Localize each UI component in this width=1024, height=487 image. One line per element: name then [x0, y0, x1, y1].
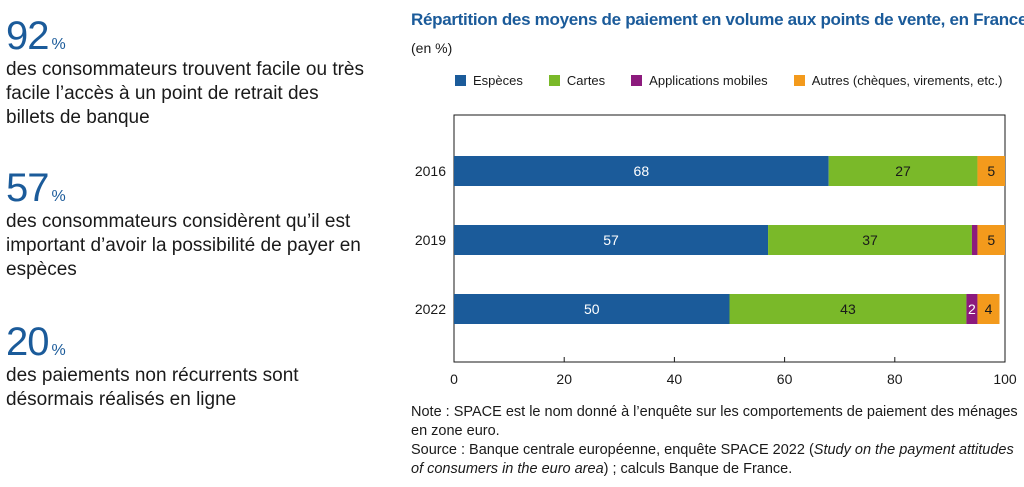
legend-label: Cartes: [566, 73, 606, 88]
stat-value-1: 92%: [6, 16, 366, 56]
stat-description: des paiements non récurrents sont désorm…: [6, 365, 299, 410]
data-label: 57: [603, 232, 619, 248]
stat-unit: %: [51, 188, 66, 205]
data-label: 5: [987, 163, 995, 179]
legend-swatch: [631, 75, 643, 86]
chart-legend: Espèces Cartes Applications mobiles Autr…: [455, 73, 1002, 88]
bar-segment: [454, 225, 769, 255]
source-italic: Study on the payment attitudes of consum…: [411, 442, 1014, 477]
x-tick-label: 0: [450, 371, 458, 387]
x-tick-label: 60: [777, 371, 793, 387]
chart-title: Répartition des moyens de paiement en vo…: [411, 10, 1024, 29]
x-tick-label: 40: [667, 371, 683, 387]
stat-number: 92: [6, 14, 49, 58]
stat-value-2: 57%: [6, 168, 366, 208]
stat-number: 57: [6, 166, 49, 210]
stat-description: des consommateurs trouvent facile ou trè…: [6, 59, 365, 128]
data-label: 5: [987, 232, 995, 248]
data-label: 37: [862, 232, 878, 248]
source-text: Source : Banque centrale européenne, enq…: [411, 441, 1021, 479]
stat-block-1: 92% des consommateurs trouvent facile ou…: [6, 16, 366, 130]
y-tick-label: 2022: [415, 301, 446, 317]
stat-unit: %: [51, 342, 66, 359]
bar-segment: [977, 225, 1005, 255]
source-prefix: Source : Banque centrale européenne, enq…: [411, 442, 814, 458]
x-tick-label: 100: [993, 371, 1017, 387]
legend-swatch: [793, 75, 805, 86]
legend-label: Applications mobiles: [649, 73, 768, 88]
legend-item-cartes: Cartes: [548, 73, 606, 88]
legend-item-autres: Autres (chèques, virements, etc.): [793, 73, 1003, 88]
data-label: 68: [634, 163, 650, 179]
legend-swatch: [548, 75, 560, 86]
legend-label: Autres (chèques, virements, etc.): [811, 73, 1003, 88]
stat-value-3: 20%: [6, 322, 366, 362]
x-tick-label: 80: [887, 371, 903, 387]
bar-segment: [454, 156, 829, 186]
legend-item-applications-mobiles: Applications mobiles: [631, 73, 768, 88]
data-label: 27: [895, 163, 911, 179]
data-label: 43: [840, 301, 856, 317]
stat-number: 20: [6, 320, 49, 364]
bar-segment: [768, 225, 972, 255]
bar-segment: [966, 294, 978, 324]
legend-label: Espèces: [473, 73, 523, 88]
bar-segment: [977, 156, 1005, 186]
bar-segment: [729, 294, 967, 324]
y-tick-label: 2016: [415, 163, 446, 179]
legend-item-especes: Espèces: [455, 73, 523, 88]
bar-segment: [971, 225, 978, 255]
stat-unit: %: [51, 36, 66, 53]
note-text: Note : SPACE est le nom donné à l’enquêt…: [411, 404, 1018, 439]
data-label: 4: [985, 301, 993, 317]
bar-segment: [977, 294, 1000, 324]
data-label: 50: [584, 301, 600, 317]
y-tick-label: 2019: [415, 232, 446, 248]
bar-segment: [454, 294, 730, 324]
legend-swatch: [455, 75, 466, 86]
stat-block-2: 57% des consommateurs considèrent qu’il …: [6, 168, 366, 282]
chart-subtitle: (en %): [411, 40, 453, 56]
bar-segment: [828, 156, 978, 186]
x-tick-label: 20: [556, 371, 572, 387]
stat-description: des consommateurs considèrent qu’il est …: [6, 211, 361, 280]
data-label: 2: [968, 301, 976, 317]
chart-note: Note : SPACE est le nom donné à l’enquêt…: [411, 403, 1021, 479]
source-suffix: ) ; calculs Banque de France.: [603, 461, 793, 477]
stat-block-3: 20% des paiements non récurrents sont dé…: [6, 322, 366, 412]
